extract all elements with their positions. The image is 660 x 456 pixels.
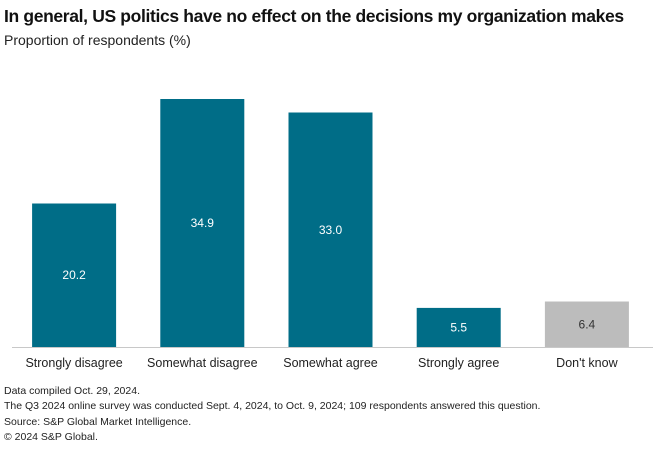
- chart-subtitle: Proportion of respondents (%): [4, 32, 191, 48]
- data-label-don-t-know: 6.4: [579, 317, 596, 331]
- bar-don-t-know: [544, 301, 629, 347]
- bar-somewhat-agree: [288, 112, 373, 347]
- data-label-somewhat-disagree: 34.9: [191, 216, 215, 230]
- data-label-strongly-disagree: 20.2: [62, 268, 86, 282]
- chart-title: In general, US politics have no effect o…: [4, 6, 624, 26]
- x-tick-label-strongly-agree: Strongly agree: [418, 356, 499, 370]
- footnotes: Data compiled Oct. 29, 2024. The Q3 2024…: [4, 384, 540, 445]
- bars-group: 20.2 34.9 33.0 5.5 6.4: [32, 99, 629, 347]
- x-tick-label-don-t-know: Don't know: [556, 356, 618, 370]
- data-label-somewhat-agree: 33.0: [319, 223, 343, 237]
- x-tick-label-somewhat-disagree: Somewhat disagree: [147, 356, 258, 370]
- x-tick-label-strongly-disagree: Strongly disagree: [25, 356, 122, 370]
- bar-strongly-agree: [416, 307, 501, 347]
- x-tick-labels: Strongly disagree Somewhat disagree Somewh…: [25, 356, 618, 370]
- data-label-strongly-agree: 5.5: [450, 321, 467, 335]
- bar-strongly-disagree: [32, 203, 117, 347]
- footnote-source: Source: S&P Global Market Intelligence.: [4, 415, 192, 428]
- footnote-copyright: © 2024 S&P Global.: [4, 430, 98, 443]
- x-tick-label-somewhat-agree: Somewhat agree: [283, 356, 378, 370]
- footnote-survey-info: The Q3 2024 online survey was conducted …: [4, 400, 541, 413]
- footnote-data-compiled: Data compiled Oct. 29, 2024.: [4, 385, 140, 397]
- bar-somewhat-disagree: [160, 99, 245, 347]
